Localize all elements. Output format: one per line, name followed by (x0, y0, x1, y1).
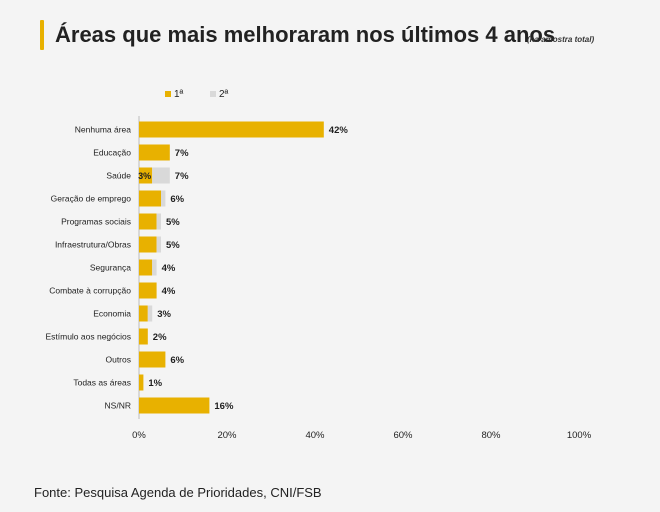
data-label: 1% (148, 378, 162, 389)
bar-segment (139, 351, 166, 368)
bar-segment (152, 259, 157, 276)
data-label: 16% (214, 401, 234, 412)
legend-label: 2ª (219, 89, 229, 100)
data-label: 2% (153, 332, 167, 343)
chart-title: Áreas que mais melhoraram nos últimos 4 … (55, 22, 556, 47)
bar-segment (139, 328, 148, 345)
category-label: Economia (93, 309, 131, 319)
category-label: Educação (93, 148, 131, 158)
legend-swatch (165, 91, 171, 97)
title-accent-bar (40, 20, 44, 50)
data-label: 5% (166, 240, 180, 251)
bar-segment (156, 236, 161, 253)
source-note: Fonte: Pesquisa Agenda de Prioridades, C… (34, 485, 322, 500)
data-label: 42% (329, 125, 349, 136)
bar-segment (139, 305, 148, 322)
data-label: 6% (170, 355, 184, 366)
bar-segment (139, 282, 157, 299)
category-label: Nenhuma área (75, 125, 132, 135)
bar-segment (139, 121, 324, 138)
category-label: NS/NR (105, 401, 131, 411)
bar-segment (139, 259, 153, 276)
category-label: Saúde (106, 171, 131, 181)
bar-segment (139, 213, 157, 230)
segment-label: 3% (138, 171, 151, 181)
category-label: Segurança (90, 263, 131, 273)
x-tick-label: 60% (393, 430, 413, 441)
bar-segment (152, 167, 170, 184)
bar-segment (139, 397, 210, 414)
bar-segment (139, 167, 153, 184)
legend-label: 1ª (174, 89, 184, 100)
data-label: 3% (157, 309, 171, 320)
x-tick-label: 40% (305, 430, 325, 441)
category-label: Outros (105, 355, 131, 365)
data-label: 4% (162, 286, 176, 297)
chart-subtitle: (na amostra total) (527, 35, 595, 44)
bar-chart: 1ª 2ª Nenhuma área 42% Educação 7% Saúde 3% 7% Ge… (45, 89, 592, 441)
data-label: 4% (162, 263, 176, 274)
x-tick-label: 0% (132, 430, 146, 441)
data-label: 7% (175, 148, 189, 159)
x-tick-label: 80% (481, 430, 501, 441)
category-label: Estímulo aos negócios (45, 332, 131, 342)
bar-segment (147, 305, 153, 322)
data-label: 5% (166, 217, 180, 228)
category-label: Combate à corrupção (49, 286, 131, 296)
data-label: 6% (170, 194, 184, 205)
data-label: 7% (175, 171, 189, 182)
category-label: Programas sociais (61, 217, 131, 227)
category-label: Todas as áreas (73, 378, 131, 388)
x-tick-label: 100% (567, 430, 592, 441)
bar-segment (139, 374, 144, 391)
category-label: Infraestrutura/Obras (55, 240, 131, 250)
x-tick-label: 20% (217, 430, 237, 441)
category-label: Geração de emprego (51, 194, 132, 204)
bar-segment (156, 213, 161, 230)
bar-segment (161, 190, 166, 207)
bar-segment (139, 144, 170, 161)
bar-segment (139, 190, 161, 207)
bar-segment (139, 236, 157, 253)
legend-swatch (210, 91, 216, 97)
